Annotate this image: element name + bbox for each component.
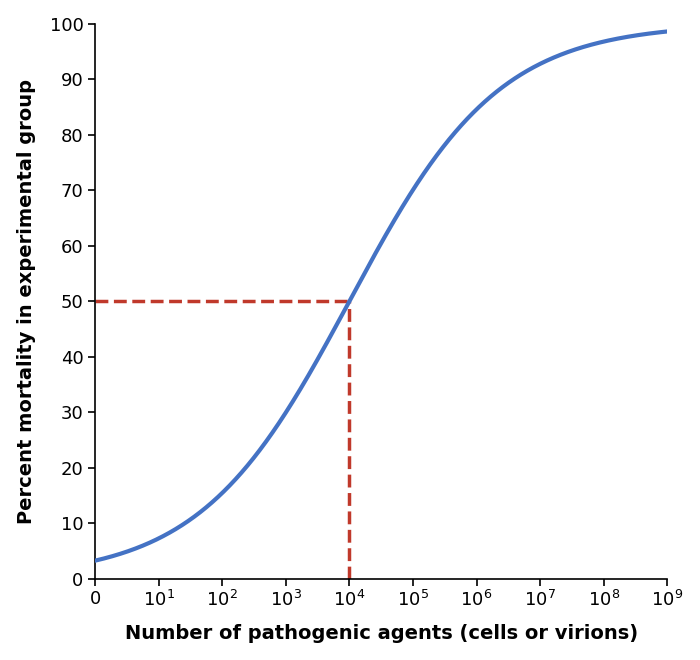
X-axis label: Number of pathogenic agents (cells or virions): Number of pathogenic agents (cells or vi… (125, 624, 638, 644)
Y-axis label: Percent mortality in experimental group: Percent mortality in experimental group (17, 79, 36, 523)
